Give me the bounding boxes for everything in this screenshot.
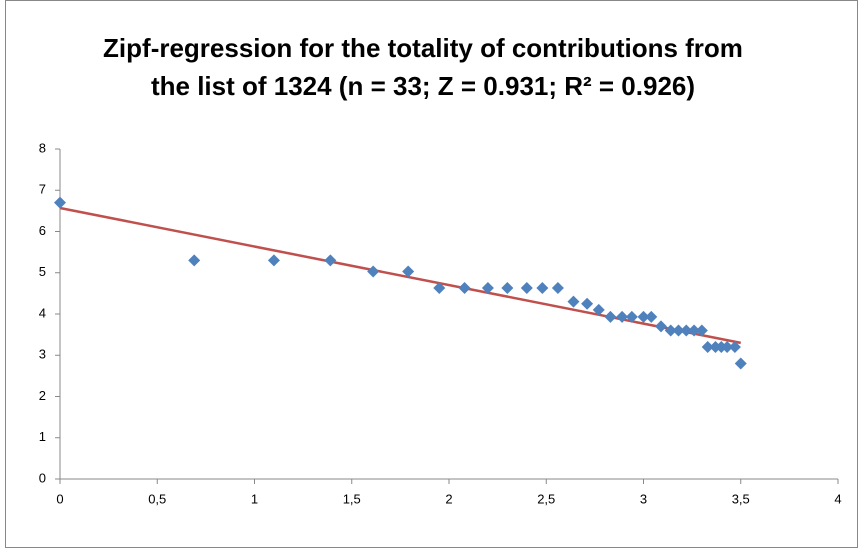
y-tick-label: 3	[39, 347, 46, 362]
point	[54, 196, 66, 209]
point	[604, 310, 617, 323]
point	[402, 265, 415, 278]
point	[688, 324, 701, 337]
x-tick-label: 3	[640, 491, 647, 506]
point	[655, 320, 668, 333]
x-tick-label: 1,5	[343, 491, 361, 506]
point	[728, 341, 741, 353]
point	[616, 310, 629, 323]
y-tick-label: 1	[39, 429, 46, 444]
y-tick-label: 0	[39, 470, 46, 485]
point	[721, 341, 734, 353]
x-tick-label: 4	[834, 491, 841, 506]
x-tick-label: 0	[56, 491, 63, 506]
point	[188, 254, 201, 267]
point	[734, 357, 747, 370]
point	[625, 310, 638, 323]
point	[324, 254, 337, 267]
point	[501, 282, 514, 295]
point	[458, 282, 471, 295]
x-tick-label: 1	[251, 491, 258, 506]
x-tick-label: 3,5	[732, 491, 750, 506]
y-tick-label: 8	[39, 140, 46, 155]
chart-title: Zipf-regression for the totality of cont…	[103, 33, 743, 63]
point	[367, 265, 380, 278]
point	[581, 297, 594, 310]
y-tick-label: 2	[39, 388, 46, 403]
point	[567, 295, 580, 308]
point	[637, 310, 650, 323]
x-tick-label: 0,5	[148, 491, 166, 506]
point	[672, 324, 685, 337]
x-tick-label: 2	[445, 491, 452, 506]
y-tick-label: 7	[39, 182, 46, 197]
point	[592, 303, 605, 316]
trend-line	[59, 206, 741, 345]
y-tick-label: 4	[39, 305, 46, 320]
chart-border	[5, 0, 858, 548]
point	[267, 254, 280, 267]
point	[520, 282, 533, 295]
point	[481, 282, 494, 295]
point	[695, 324, 708, 337]
x-tick-label: 2,5	[537, 491, 555, 506]
point	[536, 282, 549, 295]
point	[433, 282, 446, 295]
y-tick-label: 6	[39, 223, 46, 238]
point	[645, 310, 658, 323]
point	[701, 341, 714, 353]
y-tick-label: 5	[39, 264, 46, 279]
point	[680, 324, 693, 337]
point	[551, 282, 564, 295]
point	[664, 324, 677, 337]
chart-title: the list of 1324 (n = 33; Z = 0.931; R² …	[151, 71, 695, 101]
